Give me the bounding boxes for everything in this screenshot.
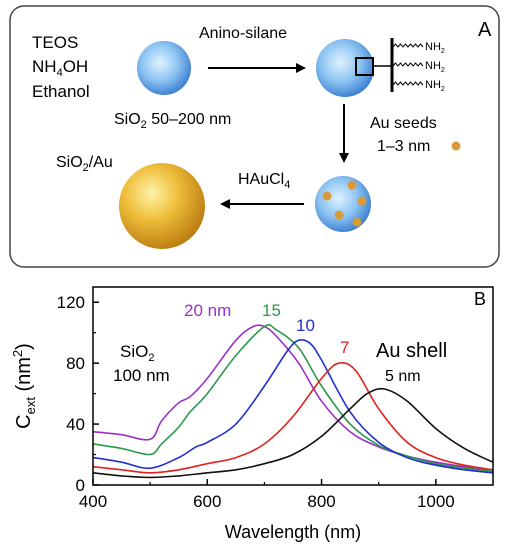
amine-label-1: NH2 <box>425 41 445 55</box>
series-line-4 <box>92 387 494 479</box>
amine-chain-2 <box>392 62 424 67</box>
y-tick-label: 80 <box>66 354 85 373</box>
y-tick-label: 0 <box>76 476 85 495</box>
amine-chains <box>392 43 424 86</box>
core-size-annotation: 100 nm <box>113 366 170 385</box>
y-tick-label: 40 <box>66 415 85 434</box>
x-axis-label: Wavelength (nm) <box>225 522 361 542</box>
gold-seed <box>347 180 357 190</box>
step3-label: HAuCl4 <box>238 171 290 191</box>
core-annotation: SiO2 <box>120 342 154 364</box>
y-tick-label: 120 <box>57 293 85 312</box>
reagent-ethanol: Ethanol <box>32 82 90 101</box>
amine-chain-1 <box>392 43 424 48</box>
gold-seed <box>334 210 344 220</box>
label-15: 15 <box>262 301 281 320</box>
seeds-label: Au seeds <box>370 115 437 132</box>
silica-size-label: SiO2 50–200 nm <box>114 111 231 131</box>
x-tick-label: 400 <box>79 492 107 511</box>
y-ticks: 0 40 80 120 <box>57 293 99 495</box>
plot-area <box>92 323 494 479</box>
gold-seeds <box>322 180 367 227</box>
seeds-size-label: 1–3 nm <box>377 138 430 155</box>
panel-a: A TEOS NH4OH Ethanol SiO2 50–200 nm Anin… <box>9 5 500 268</box>
step1-label: Anino-silane <box>199 25 287 42</box>
silica-sphere <box>137 41 191 95</box>
panel-b: B 400 600 800 1000 0 40 80 120 Wavelength (nm)… <box>10 286 494 542</box>
x-tick-label: 800 <box>307 492 335 511</box>
shell-annotation: Au shell <box>376 340 447 362</box>
reagent-nh4oh: NH4OH <box>32 57 88 79</box>
seed-legend-dot <box>451 141 461 151</box>
panel-b-label: B <box>474 289 486 309</box>
x-tick-label: 1000 <box>417 492 455 511</box>
x-tick-label: 600 <box>193 492 221 511</box>
product-label: SiO2/Au <box>56 154 113 174</box>
series-line-3 <box>92 361 494 474</box>
aminated-sphere <box>316 39 374 97</box>
label-20nm: 20 nm <box>184 301 231 320</box>
series-line-2 <box>92 338 494 474</box>
gold-seed <box>322 191 332 201</box>
panel-a-label: A <box>478 19 492 41</box>
amine-label-3: NH2 <box>425 79 445 93</box>
reagent-teos: TEOS <box>32 33 78 52</box>
y-axis-label: Cext (nm2) <box>10 343 38 429</box>
x-ticks: 400 600 800 1000 <box>79 479 455 511</box>
label-7: 7 <box>340 338 349 357</box>
label-5nm: 5 nm <box>385 368 421 385</box>
label-10: 10 <box>296 316 315 335</box>
nanoshell-sphere <box>119 163 205 249</box>
gold-seed <box>357 196 367 206</box>
amine-label-2: NH2 <box>425 60 445 74</box>
series-line-1 <box>92 323 494 473</box>
plot-frame <box>92 286 494 486</box>
amine-chain-3 <box>392 81 424 86</box>
gold-seed <box>352 217 362 227</box>
